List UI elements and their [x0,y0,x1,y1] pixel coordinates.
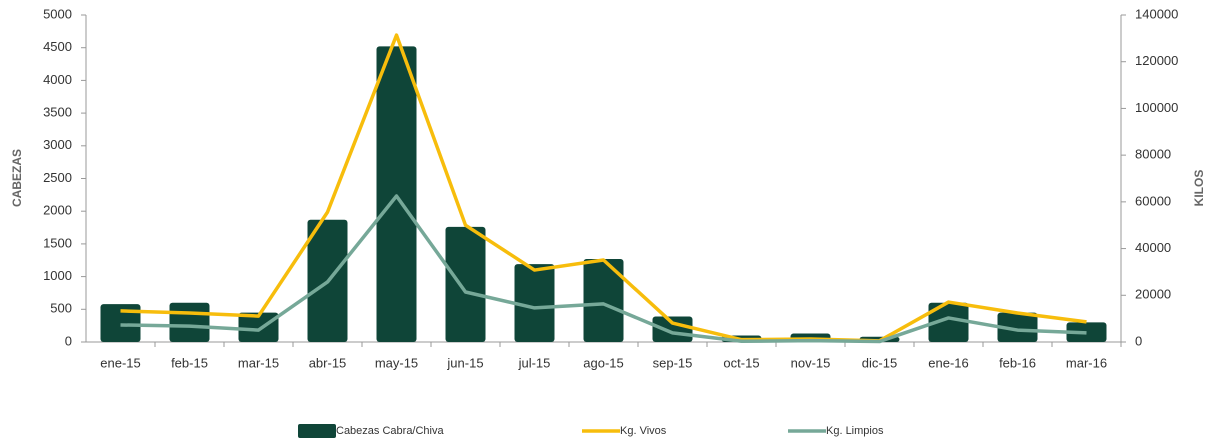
x-tick-label: feb-15 [171,355,208,370]
y-tick-label: 4000 [43,72,72,87]
y-tick-label: 5000 [43,6,72,21]
x-tick-label: ene-16 [928,355,968,370]
y-tick-label: 1000 [43,268,72,283]
y-tick-label: 4500 [43,39,72,54]
bar [583,258,624,342]
y-tick-label: 3000 [43,137,72,152]
y2-tick-label: 20000 [1135,287,1171,302]
line [120,194,1087,344]
x-tick-label: oct-15 [723,355,759,370]
y-tick-label: 0 [65,333,72,348]
x-tick-label: dic-15 [862,355,897,370]
x-tick-label: feb-16 [999,355,1036,370]
legend-label: Kg. Vivos [620,425,667,437]
y-tick-label: 2000 [43,203,72,218]
y2-axis-label: KILOS [1192,170,1206,207]
x-tick-label: nov-15 [791,355,831,370]
y2-tick-label: 120000 [1135,53,1178,68]
y2-tick-label: 140000 [1135,6,1178,21]
bar [100,304,141,342]
bar [928,302,969,342]
x-tick-label: jul-15 [518,355,551,370]
x-tick-label: mar-15 [238,355,279,370]
bar [238,312,279,342]
y-tick-label: 1500 [43,235,72,250]
bar [997,312,1038,342]
line [120,33,1087,343]
x-tick-label: may-15 [375,355,418,370]
y2-tick-label: 60000 [1135,193,1171,208]
x-tick-label: mar-16 [1066,355,1107,370]
y2-tick-label: 80000 [1135,147,1171,162]
legend-swatch [298,424,336,438]
bar [514,264,555,342]
y2-tick-label: 0 [1135,333,1142,348]
bar [445,226,486,342]
y-tick-label: 2500 [43,170,72,185]
y2-tick-label: 100000 [1135,100,1178,115]
x-tick-label: sep-15 [653,355,693,370]
y-tick-label: 3500 [43,105,72,120]
legend-label: Cabezas Cabra/Chiva [336,425,444,437]
bar [652,316,693,342]
bar [169,302,210,342]
bar [376,46,417,342]
y2-tick-label: 40000 [1135,240,1171,255]
x-tick-label: jun-15 [446,355,483,370]
y-tick-label: 500 [50,301,72,316]
x-tick-label: abr-15 [309,355,347,370]
y-axis-label: CABEZAS [10,149,24,207]
x-tick-label: ene-15 [100,355,140,370]
x-tick-label: ago-15 [583,355,623,370]
legend-label: Kg. Limpios [826,425,884,437]
